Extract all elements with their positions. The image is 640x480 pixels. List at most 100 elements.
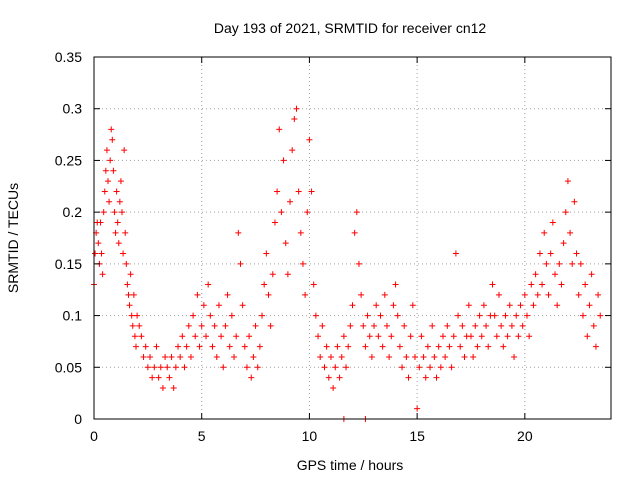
data-point (405, 374, 412, 381)
data-point (194, 291, 201, 298)
data-point (534, 291, 541, 298)
data-point (323, 343, 330, 350)
data-point (530, 302, 537, 309)
data-point (254, 364, 261, 371)
data-point (394, 312, 401, 319)
data-point (215, 302, 222, 309)
y-tick-label: 0.15 (55, 256, 82, 272)
grid-lines (94, 57, 611, 419)
data-point (504, 333, 511, 340)
data-point (424, 343, 431, 350)
data-point (138, 333, 145, 340)
data-point (396, 343, 403, 350)
data-point (99, 271, 106, 278)
data-point (291, 116, 298, 123)
data-point (248, 374, 255, 381)
data-point (483, 322, 490, 329)
data-point (511, 353, 518, 360)
data-point (136, 322, 143, 329)
y-tick-label: 0.2 (63, 204, 83, 220)
data-point (480, 302, 487, 309)
y-tick-label: 0.1 (63, 308, 83, 324)
data-point (278, 209, 285, 216)
data-point (142, 343, 149, 350)
data-point (383, 322, 390, 329)
data-point (228, 312, 235, 319)
data-point (282, 240, 289, 247)
data-point (284, 271, 291, 278)
data-point (379, 343, 386, 350)
data-point (103, 147, 110, 154)
data-point (399, 364, 406, 371)
data-point (590, 322, 597, 329)
data-point (446, 343, 453, 350)
data-point (334, 343, 341, 350)
data-point (577, 260, 584, 267)
data-point (185, 322, 192, 329)
data-point (431, 353, 438, 360)
data-point (360, 322, 367, 329)
data-point (200, 302, 207, 309)
data-point (528, 281, 535, 288)
data-point (256, 343, 263, 350)
data-point (304, 209, 311, 216)
data-point (554, 302, 561, 309)
data-point (381, 291, 388, 298)
data-point (97, 219, 104, 226)
data-point (235, 229, 242, 236)
data-point (439, 333, 446, 340)
data-point (287, 198, 294, 205)
data-point (517, 302, 524, 309)
y-tick-label: 0.3 (63, 101, 83, 117)
tick-labels: 0 5 10 15 20 0 0.05 0.1 0.15 0.2 0.25 0.3 0.35 (55, 49, 533, 444)
data-point (299, 260, 306, 267)
data-point (536, 250, 543, 257)
data-point (315, 333, 322, 340)
data-point (506, 302, 513, 309)
data-point (420, 353, 427, 360)
data-point (177, 353, 184, 360)
data-point (588, 271, 595, 278)
data-point (115, 240, 122, 247)
data-point (515, 333, 522, 340)
data-point (409, 302, 416, 309)
data-point (340, 333, 347, 340)
data-point (465, 302, 472, 309)
data-point (579, 312, 586, 319)
data-point (302, 291, 309, 298)
data-point (220, 364, 227, 371)
data-point (211, 322, 218, 329)
data-point (500, 343, 507, 350)
axis-ticks (93, 56, 611, 420)
data-point (252, 322, 259, 329)
data-point (498, 322, 505, 329)
data-point (519, 322, 526, 329)
data-point (196, 343, 203, 350)
data-point (485, 343, 492, 350)
data-point (532, 271, 539, 278)
x-tick-label: 20 (517, 428, 533, 444)
data-point (128, 312, 135, 319)
data-point (147, 353, 154, 360)
data-point (321, 364, 328, 371)
data-point (523, 312, 530, 319)
data-point (157, 364, 164, 371)
data-point (241, 343, 248, 350)
data-point (467, 333, 474, 340)
data-point (332, 364, 339, 371)
y-axis-label: SRMTID / TECUs (5, 183, 21, 293)
data-point (124, 281, 131, 288)
data-point (239, 302, 246, 309)
data-point (222, 322, 229, 329)
data-point (179, 333, 186, 340)
data-point (455, 312, 462, 319)
data-point (310, 281, 317, 288)
data-point (317, 353, 324, 360)
y-tick-label: 0.05 (55, 359, 82, 375)
data-point (513, 312, 520, 319)
data-point (435, 343, 442, 350)
data-point (95, 240, 102, 247)
data-point (442, 353, 449, 360)
data-point (474, 343, 481, 350)
data-point (414, 405, 421, 412)
